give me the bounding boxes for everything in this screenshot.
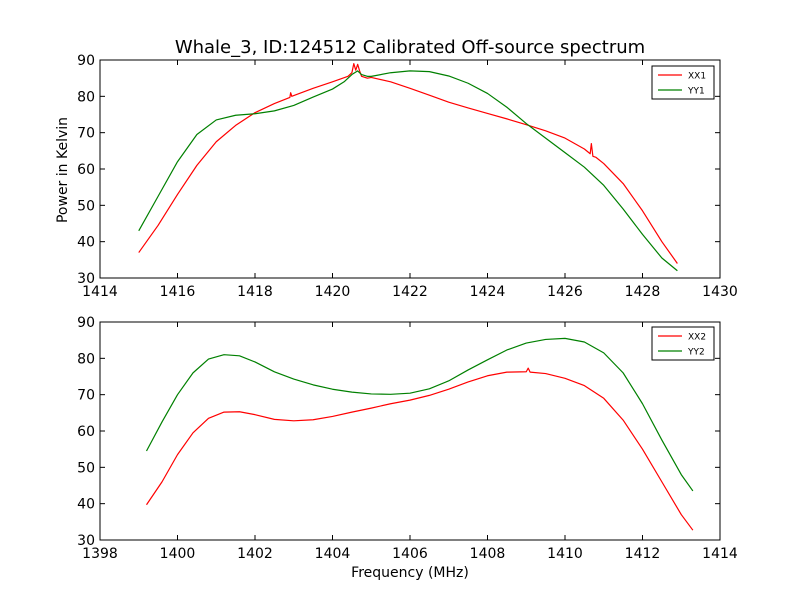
series-line-XX2 xyxy=(146,367,694,531)
y-tick-label: 30 xyxy=(77,271,95,287)
legend-label-YY1: YY1 xyxy=(687,87,705,97)
series-line-XX1 xyxy=(138,63,678,264)
x-tick-label: 1414 xyxy=(82,284,118,300)
x-tick-label: 1404 xyxy=(315,546,351,562)
x-tick-label: 1418 xyxy=(237,284,273,300)
y-tick-label: 50 xyxy=(77,198,95,214)
y-tick-label: 80 xyxy=(77,89,95,105)
legend-box xyxy=(651,65,715,100)
x-tick-label: 1420 xyxy=(315,284,351,300)
subplot-1: 1414 1416 1418 1420 1422 1424 1426 1428 1430 30 40… xyxy=(77,53,738,300)
series-line-YY2 xyxy=(145,337,694,492)
y-tick-label: 70 xyxy=(77,388,95,404)
x-tick-label: 1400 xyxy=(160,546,196,562)
series-line-YY1 xyxy=(138,70,678,272)
x-tick-label: 1408 xyxy=(470,546,506,562)
x-tick-label: 1426 xyxy=(547,284,583,300)
x-tick-label: 1410 xyxy=(547,546,583,562)
x-tick-label: 1428 xyxy=(625,284,661,300)
y-tick-label: 40 xyxy=(77,235,95,251)
figure-title: Whale_3, ID:124512 Calibrated Off-source… xyxy=(175,37,645,58)
x-tick-label: 1416 xyxy=(160,284,196,300)
x-tick-label: 1406 xyxy=(392,546,428,562)
x-tick-label: 1414 xyxy=(702,546,738,562)
subplot-2: 1398 1400 1402 1404 1406 1408 1410 1412 1414 30 40… xyxy=(77,315,738,562)
legend-label-XX2: XX2 xyxy=(688,333,706,343)
x-tick-label: 1402 xyxy=(237,546,273,562)
x-tick-label: 1422 xyxy=(392,284,428,300)
legend-label-YY2: YY2 xyxy=(687,348,705,358)
y-tick-label: 40 xyxy=(77,497,95,513)
x-tick-label: 1424 xyxy=(470,284,506,300)
legend-2: XX2 YY2 xyxy=(651,326,715,361)
x-tick-label: 1412 xyxy=(625,546,661,562)
y-axis-label: Power in Kelvin xyxy=(55,117,71,223)
y-tick-label: 50 xyxy=(77,460,95,476)
y-tick-label: 80 xyxy=(77,351,95,367)
x-axis-label: Frequency (MHz) xyxy=(351,565,469,581)
x-tick-label: 1430 xyxy=(702,284,738,300)
plots: 1414 1416 1418 1420 1422 1424 1426 1428 1430 30 40… xyxy=(77,53,738,562)
x-tick-label: 1398 xyxy=(82,546,118,562)
y-tick-label: 90 xyxy=(77,315,95,331)
y-tick-label: 70 xyxy=(77,126,95,142)
y-tick-label: 90 xyxy=(77,53,95,69)
y-tick-label: 60 xyxy=(77,424,95,440)
y-tick-label: 60 xyxy=(77,162,95,178)
legend-1: XX1 YY1 xyxy=(651,65,715,100)
legend-box xyxy=(651,326,715,361)
legend-label-XX1: XX1 xyxy=(688,72,706,82)
y-tick-label: 30 xyxy=(77,533,95,549)
